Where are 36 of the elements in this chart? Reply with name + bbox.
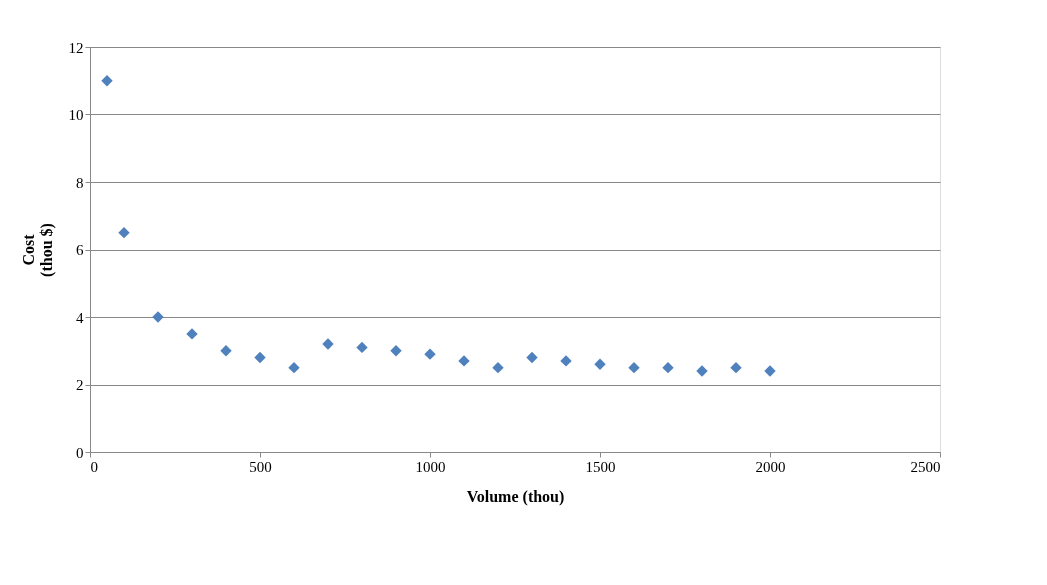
x-tick-label: 1000 bbox=[415, 458, 446, 475]
y-tick-label: 10 bbox=[68, 107, 84, 123]
y-tick-label: 8 bbox=[76, 174, 84, 191]
y-tick-label: 0 bbox=[76, 444, 84, 461]
point bbox=[356, 341, 368, 354]
point bbox=[152, 311, 164, 323]
y-axis-title: Cost (thou $) bbox=[19, 223, 56, 277]
y-tick-label: 12 bbox=[68, 39, 84, 56]
point bbox=[118, 226, 130, 239]
point bbox=[628, 361, 640, 374]
point bbox=[594, 358, 606, 370]
point bbox=[390, 345, 402, 357]
point bbox=[560, 355, 572, 367]
y-tick-label: 4 bbox=[76, 309, 84, 326]
x-tick-label: 500 bbox=[249, 458, 272, 475]
y-tick-label: 6 bbox=[76, 242, 84, 258]
point bbox=[220, 345, 232, 357]
point bbox=[730, 361, 742, 374]
point bbox=[322, 338, 334, 350]
point bbox=[458, 355, 470, 367]
x-axis-title: Volume (thou) bbox=[466, 487, 565, 506]
x-tick-label: 0 bbox=[90, 458, 98, 475]
point bbox=[662, 361, 674, 374]
point bbox=[696, 365, 708, 377]
point bbox=[526, 351, 538, 364]
point bbox=[764, 365, 776, 377]
point bbox=[424, 348, 436, 360]
y-tick-label: 2 bbox=[76, 377, 84, 393]
x-tick-label: 1500 bbox=[585, 458, 616, 475]
point bbox=[288, 361, 300, 374]
x-tick-label: 2000 bbox=[755, 458, 786, 475]
point bbox=[492, 361, 504, 374]
x-tick-label: 2500 bbox=[910, 458, 941, 475]
point bbox=[101, 75, 113, 87]
point bbox=[186, 328, 198, 340]
point bbox=[254, 351, 266, 364]
